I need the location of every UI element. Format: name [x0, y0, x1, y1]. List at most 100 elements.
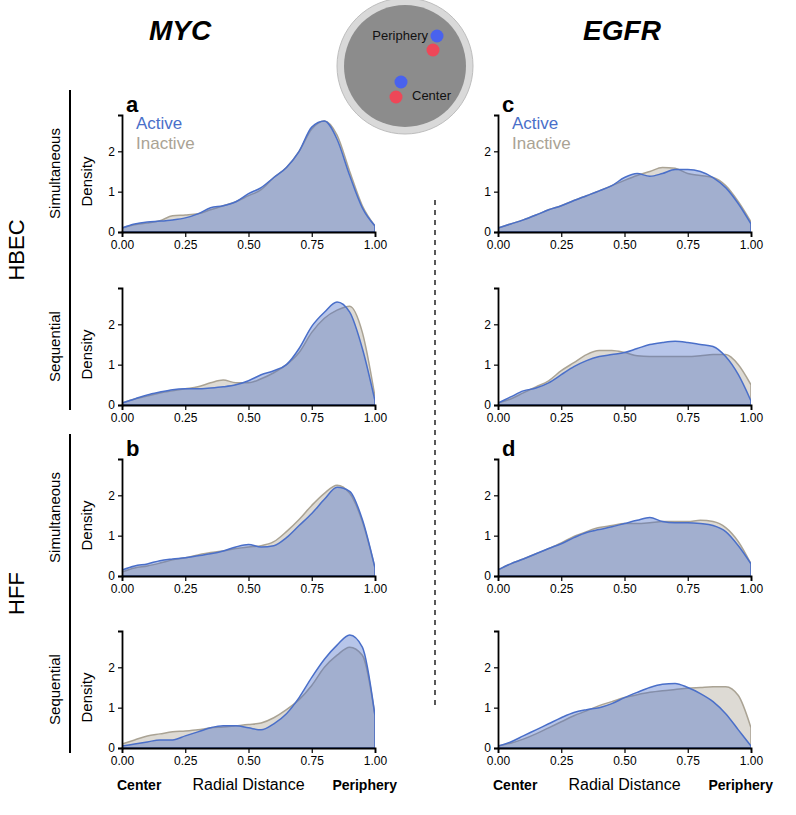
- panel: 0.000.250.500.751.00012DensitySimultaneo…: [46, 92, 388, 252]
- plot-area: [122, 635, 375, 748]
- y-tick-label: 2: [108, 661, 115, 675]
- y-tick: 1: [108, 358, 122, 372]
- x-tick-label: 0.00: [487, 754, 511, 768]
- x-tick-mark: [248, 576, 249, 581]
- y-tick: 0: [484, 225, 498, 239]
- y-tick: 0: [484, 569, 498, 583]
- x-tick-label: 0.75: [677, 411, 701, 425]
- y-tick: 0: [108, 225, 122, 239]
- x-tick-label: 0.75: [677, 238, 701, 252]
- panel: 0.000.250.500.751.00012Radial DistanceCe…: [484, 632, 773, 794]
- x-axis: 0.000.250.500.751.00: [487, 748, 764, 768]
- x-tick-mark: [248, 748, 249, 753]
- x-tick-mark: [375, 576, 376, 581]
- y-axis: 0 1 2: [484, 632, 498, 756]
- x-tick: 1.00: [740, 748, 764, 768]
- y-tick: 1: [484, 185, 498, 199]
- x-tick-label: 1.00: [740, 582, 764, 596]
- y-tick-mark: [494, 365, 498, 366]
- x-tick-label: 0.25: [174, 411, 198, 425]
- x-axis: 0.000.250.500.751.00: [487, 232, 764, 252]
- x-tick: 1.00: [364, 748, 388, 768]
- panel: 0.000.250.500.751.00012DensitySequential…: [46, 632, 397, 794]
- x-tick: 0.25: [174, 405, 198, 425]
- y-tick-mark: [118, 748, 122, 749]
- x-tick-label: 1.00: [364, 754, 388, 768]
- x-axis: 0.000.250.500.751.00: [111, 748, 388, 768]
- x-tick-label: 0.25: [550, 238, 574, 252]
- y-tick: 2: [108, 145, 122, 159]
- y-tick-mark: [494, 576, 498, 577]
- density-area: [122, 121, 375, 232]
- density-area: [122, 485, 375, 576]
- group-bracket: [69, 434, 71, 753]
- cell-nucleus: [344, 5, 466, 127]
- y-axis: 0 1 2: [108, 632, 122, 756]
- y-tick-mark: [118, 192, 122, 193]
- y-axis-title: Density: [78, 329, 95, 380]
- x-tick-mark: [751, 405, 752, 410]
- y-tick-label: 1: [484, 701, 491, 715]
- x-tick-label: 0.50: [613, 238, 637, 252]
- y-tick-label: 0: [484, 398, 491, 412]
- x-axis: 0.000.250.500.751.00: [487, 576, 764, 596]
- y-tick: 1: [484, 358, 498, 372]
- x-tick-mark: [561, 405, 562, 410]
- y-axis: 0 1 2: [484, 116, 498, 240]
- x-axis-title: Radial Distance: [568, 776, 680, 793]
- y-tick-mark: [494, 192, 498, 193]
- y-axis: 012: [484, 460, 498, 584]
- density-area: [122, 487, 375, 576]
- y-tick-label: 2: [108, 145, 115, 159]
- y-tick-mark: [118, 365, 122, 366]
- y-tick-mark: [118, 708, 122, 709]
- panel-letter: b: [126, 436, 139, 461]
- y-tick: 2: [108, 489, 122, 503]
- x-tick: 1.00: [364, 576, 388, 596]
- y-tick-mark: [118, 324, 122, 325]
- diagram-label: Periphery: [372, 28, 428, 43]
- y-axis-line: [118, 289, 123, 406]
- x-tick: 0.75: [301, 405, 325, 425]
- x-tick: 1.00: [740, 232, 764, 252]
- x-tick: 0.75: [677, 576, 701, 596]
- x-tick-label: 0.50: [237, 754, 261, 768]
- y-axis-line: [494, 289, 499, 406]
- y-axis: 012: [108, 460, 122, 584]
- legend: ActiveInactive: [512, 114, 571, 153]
- y-tick-mark: [494, 708, 498, 709]
- density-area: [498, 518, 751, 577]
- y-axis-title: Density: [78, 156, 95, 207]
- y-tick-label: 1: [108, 701, 115, 715]
- y-tick: 0: [484, 398, 498, 412]
- cell-diagram: PeripheryCenter: [337, 0, 473, 134]
- x-tick-label: 0.50: [237, 411, 261, 425]
- x-tick: 0.25: [550, 232, 574, 252]
- plot-area: [122, 121, 375, 232]
- y-tick-label: 1: [108, 358, 115, 372]
- y-tick-mark: [118, 405, 122, 406]
- locus-dot: [395, 76, 408, 89]
- density-area: [498, 683, 751, 748]
- x-axis: 0.000.250.500.751.00: [111, 576, 388, 596]
- x-tick: 0.50: [237, 576, 261, 596]
- legend-entry: Inactive: [512, 134, 571, 153]
- y-tick-label: 1: [108, 529, 115, 543]
- y-axis-line: [118, 460, 123, 577]
- y-tick-label: 0: [108, 741, 115, 755]
- y-tick: 0: [484, 741, 498, 755]
- x-end-label: Periphery: [708, 777, 773, 793]
- x-tick: 0.25: [550, 405, 574, 425]
- y-tick-label: 2: [484, 661, 491, 675]
- y-tick-label: 2: [484, 145, 491, 159]
- x-tick-label: 0.00: [487, 411, 511, 425]
- x-tick-label: 1.00: [740, 238, 764, 252]
- y-tick: 2: [108, 318, 122, 332]
- x-tick-label: 0.75: [677, 754, 701, 768]
- x-end-label: Center: [117, 777, 162, 793]
- x-axis-line: [123, 577, 376, 582]
- column-title: EGFR: [583, 15, 662, 46]
- y-axis-title: Density: [78, 672, 95, 723]
- y-axis-line: [118, 632, 123, 749]
- y-tick-mark: [494, 748, 498, 749]
